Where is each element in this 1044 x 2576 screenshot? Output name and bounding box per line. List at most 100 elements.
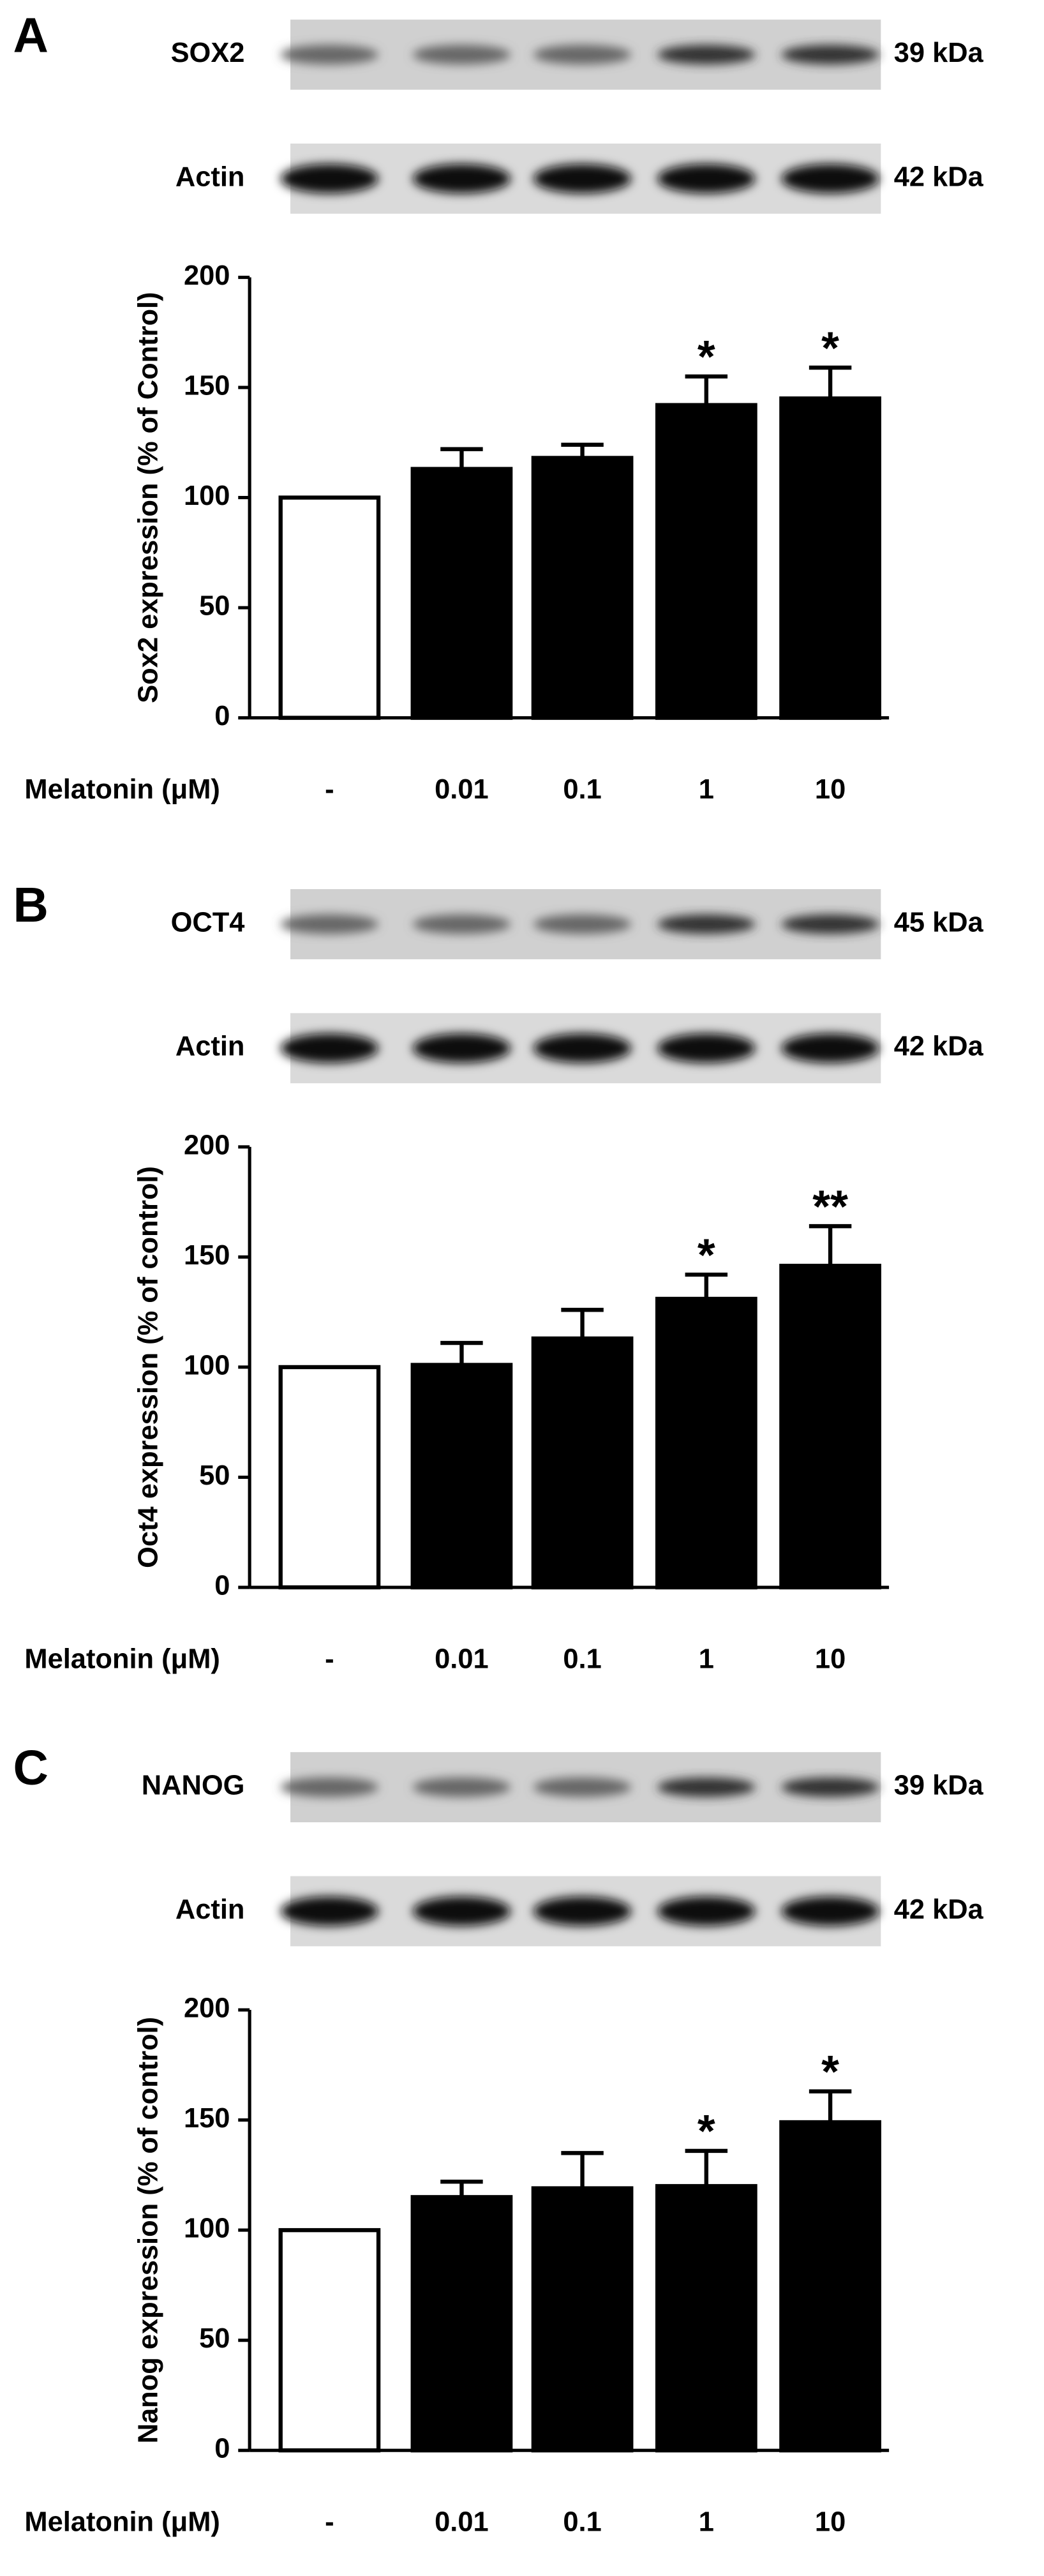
- x-tick-label: 1: [699, 1644, 714, 1675]
- significance: *: [821, 2046, 839, 2097]
- x-tick-label: 0.1: [563, 2507, 601, 2538]
- blot-label: NANOG: [142, 1771, 245, 1801]
- y-tick-label: 0: [214, 701, 230, 731]
- bar: [410, 1363, 513, 1590]
- y-tick-label: 100: [184, 1350, 230, 1381]
- y-tick-label: 0: [214, 2434, 230, 2464]
- blot-label: Actin: [175, 1894, 245, 1925]
- y-tick-label: 100: [184, 481, 230, 511]
- x-axis-label: Melatonin (μM): [24, 774, 220, 805]
- significance: *: [697, 1229, 715, 1280]
- bar: [531, 1336, 634, 1590]
- significance: *: [821, 322, 839, 373]
- bar: [531, 456, 634, 720]
- blot-band: [280, 1896, 379, 1926]
- blot-band: [280, 45, 379, 64]
- y-tick-label: 200: [184, 1993, 230, 2024]
- x-tick-label: 0.01: [435, 1644, 489, 1675]
- blot-band: [657, 163, 756, 193]
- significance: *: [697, 2106, 715, 2157]
- blot-band: [533, 45, 632, 64]
- x-tick-label: 0.1: [563, 774, 601, 805]
- blot-band: [657, 914, 756, 934]
- blot-band: [657, 1033, 756, 1063]
- blot-band: [412, 1896, 511, 1926]
- x-tick-label: 0.01: [435, 774, 489, 805]
- blot-band: [412, 45, 511, 64]
- bar: [410, 467, 513, 720]
- significance: **: [812, 1181, 848, 1232]
- x-tick-label: 1: [699, 774, 714, 805]
- blot-band: [412, 163, 511, 193]
- blot-band: [280, 914, 379, 934]
- blot-band: [533, 1896, 632, 1926]
- blot-band: [412, 1777, 511, 1797]
- bar: [278, 2228, 381, 2453]
- x-tick-label: -: [325, 2507, 334, 2538]
- x-tick-label: 0.1: [563, 1644, 601, 1675]
- blot-band: [280, 1777, 379, 1797]
- blot-band: [412, 1033, 511, 1063]
- y-tick-label: 50: [199, 1460, 230, 1491]
- bar: [531, 2186, 634, 2453]
- blot-size: 42 kDa: [894, 1894, 984, 1925]
- blot-band: [657, 1896, 756, 1926]
- blot-band: [280, 1033, 379, 1063]
- x-tick-label: -: [325, 774, 334, 805]
- blot-label: SOX2: [171, 38, 245, 68]
- x-tick-label: 10: [815, 1644, 846, 1675]
- blot-band: [533, 163, 632, 193]
- blot-band: [533, 1033, 632, 1063]
- x-axis-label: Melatonin (μM): [24, 1644, 220, 1675]
- x-tick-label: 0.01: [435, 2507, 489, 2538]
- y-tick-label: 200: [184, 260, 230, 291]
- blot-band: [781, 1033, 879, 1063]
- bar: [779, 2120, 881, 2453]
- y-tick-label: 100: [184, 2213, 230, 2244]
- x-tick-label: 1: [699, 2507, 714, 2538]
- y-tick-label: 150: [184, 2103, 230, 2134]
- bar: [278, 1365, 381, 1590]
- bar: [410, 2195, 513, 2453]
- y-tick-label: 150: [184, 371, 230, 401]
- blot-band: [781, 1777, 879, 1797]
- blot-band: [781, 163, 879, 193]
- blot-label: Actin: [175, 1031, 245, 1062]
- y-axis-label: Sox2 expression (% of Control): [133, 292, 164, 703]
- bar: [655, 403, 757, 720]
- blot-size: 39 kDa: [894, 38, 984, 68]
- blot-label: Actin: [175, 161, 245, 192]
- panel-label: C: [13, 1741, 48, 1795]
- blot-band: [781, 1896, 879, 1926]
- x-tick-label: -: [325, 1644, 334, 1675]
- panel-label: B: [13, 878, 48, 932]
- bar: [278, 495, 381, 720]
- panel: B OCT4 45 kDa Actin 42 kDa 0 50 100 150 200 Oct4 e…: [13, 878, 984, 1675]
- blot-band: [657, 1777, 756, 1797]
- y-tick-label: 150: [184, 1240, 230, 1271]
- blot-band: [781, 914, 879, 934]
- y-tick-label: 0: [214, 1571, 230, 1601]
- blot-size: 45 kDa: [894, 907, 984, 938]
- blot-band: [533, 914, 632, 934]
- x-axis-label: Melatonin (μM): [24, 2507, 220, 2538]
- blot-size: 42 kDa: [894, 1031, 984, 1062]
- blot-band: [657, 45, 756, 64]
- y-axis-label: Oct4 expression (% of control): [133, 1166, 164, 1568]
- x-tick-label: 10: [815, 2507, 846, 2538]
- bar: [779, 396, 881, 720]
- y-tick-label: 50: [199, 591, 230, 622]
- panel-label: A: [13, 9, 48, 63]
- blot-label: OCT4: [171, 907, 245, 938]
- blot-band: [280, 163, 379, 193]
- blot-size: 42 kDa: [894, 161, 984, 192]
- panel: C NANOG 39 kDa Actin 42 kDa 0 50 100 150 200 Nanog…: [13, 1741, 984, 2538]
- blot-size: 39 kDa: [894, 1771, 984, 1801]
- y-tick-label: 50: [199, 2323, 230, 2354]
- blot-band: [781, 45, 879, 64]
- blot-band: [533, 1777, 632, 1797]
- panel: A SOX2 39 kDa Actin 42 kDa 0 50 100 150 200 Sox2 e…: [13, 9, 984, 805]
- y-axis-label: Nanog expression (% of control): [133, 2017, 164, 2444]
